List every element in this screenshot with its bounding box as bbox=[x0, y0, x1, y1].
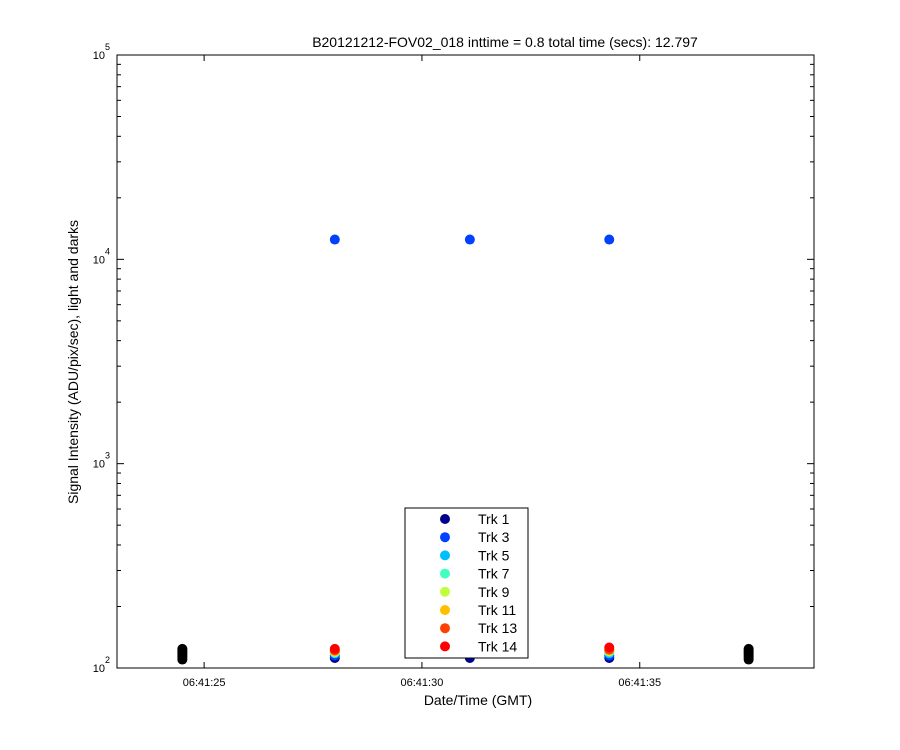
legend-label: Trk 14 bbox=[478, 638, 517, 654]
legend-marker bbox=[440, 586, 450, 597]
y-tick-exponent: 4 bbox=[105, 246, 110, 256]
data-point bbox=[604, 642, 615, 653]
x-tick-label: 06:41:30 bbox=[401, 677, 444, 689]
y-tick-exponent: 3 bbox=[105, 451, 110, 461]
y-tick-label: 10 bbox=[93, 663, 105, 675]
data-point bbox=[743, 643, 754, 654]
x-tick-label: 06:41:35 bbox=[618, 677, 661, 689]
legend-marker bbox=[440, 514, 450, 524]
x-axis-label: Date/Time (GMT) bbox=[424, 692, 532, 708]
data-points bbox=[177, 234, 754, 665]
y-tick-label: 10 bbox=[93, 254, 105, 266]
legend-marker bbox=[440, 532, 450, 543]
legend-marker bbox=[440, 568, 450, 579]
legend: Trk 1 Trk 3 Trk 5 Trk 7 Trk 9 Trk 11 Trk 13 Trk… bbox=[404, 507, 529, 659]
legend-marker bbox=[440, 550, 450, 561]
data-point bbox=[604, 234, 615, 245]
legend-label: Trk 11 bbox=[478, 602, 516, 618]
x-tick-label: 06:41:25 bbox=[183, 677, 226, 689]
y-tick-exponent: 2 bbox=[105, 655, 110, 665]
legend-box bbox=[404, 507, 529, 659]
data-point bbox=[329, 643, 340, 654]
legend-label: Trk 5 bbox=[478, 547, 510, 563]
legend-label: Trk 3 bbox=[478, 529, 510, 545]
legend-label: Trk 1 bbox=[478, 511, 510, 527]
legend-label: Trk 13 bbox=[478, 620, 517, 636]
y-tick-label: 10 bbox=[93, 50, 105, 62]
y-tick-label: 10 bbox=[93, 459, 105, 471]
legend-label: Trk 7 bbox=[478, 566, 510, 582]
legend-marker bbox=[440, 641, 450, 652]
y-axis-label: Signal Intensity (ADU/pix/sec), light an… bbox=[65, 220, 81, 504]
legend-label: Trk 9 bbox=[478, 584, 510, 600]
data-point bbox=[464, 234, 475, 245]
chart-title: B20121212-FOV02_018 inttime = 0.8 total … bbox=[312, 34, 698, 50]
data-point bbox=[177, 643, 188, 654]
legend-marker bbox=[440, 623, 450, 634]
data-point bbox=[329, 234, 340, 245]
legend-marker bbox=[440, 605, 450, 615]
y-tick-exponent: 5 bbox=[105, 42, 110, 52]
